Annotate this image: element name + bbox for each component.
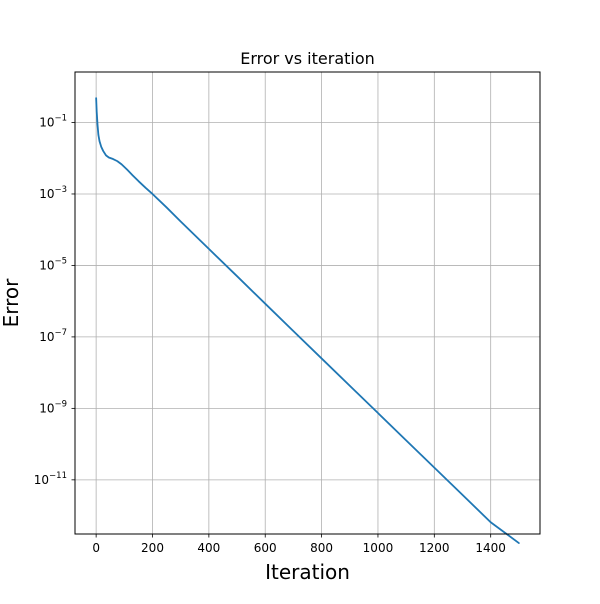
y-tick-exponent: −7 xyxy=(54,328,67,338)
plot-frame xyxy=(74,71,541,535)
x-tick-label: 0 xyxy=(92,541,100,555)
y-tick-mantissa: 10 xyxy=(34,473,49,487)
x-tick-label: 1000 xyxy=(363,541,394,555)
y-tick-exponent: −5 xyxy=(54,256,67,266)
x-axis-label: Iteration xyxy=(265,560,350,584)
y-tick-label: 10−9 xyxy=(39,399,67,415)
y-tick-mantissa: 10 xyxy=(39,258,54,272)
y-tick-label: 10−7 xyxy=(39,328,67,344)
y-tick-label: 10−3 xyxy=(39,185,67,201)
y-tick-mantissa: 10 xyxy=(39,187,54,201)
tick-layer: 0 200 400 600 800 1000 1200 140010−1110−910−710… xyxy=(34,114,506,555)
x-tick-label: 400 xyxy=(197,541,220,555)
y-tick-label: 10−5 xyxy=(39,256,67,272)
y-tick-mantissa: 10 xyxy=(39,401,54,415)
y-tick-label: 10−11 xyxy=(34,471,67,487)
y-tick-label: 10−1 xyxy=(39,114,67,130)
y-axis-label: Error xyxy=(0,278,23,328)
x-tick-label: 800 xyxy=(310,541,333,555)
y-tick-exponent: −11 xyxy=(49,471,67,481)
y-tick-exponent: −9 xyxy=(54,399,67,409)
x-tick-label: 600 xyxy=(254,541,277,555)
y-tick-mantissa: 10 xyxy=(39,330,54,344)
plot-area xyxy=(75,72,540,534)
series-line xyxy=(95,97,520,544)
grid-lines xyxy=(75,72,540,534)
x-tick-label: 1200 xyxy=(419,541,450,555)
chart-title: Error vs iteration xyxy=(240,49,375,68)
y-tick-exponent: −1 xyxy=(54,114,67,124)
y-tick-exponent: −3 xyxy=(54,185,67,195)
x-tick-label: 1400 xyxy=(475,541,506,555)
y-tick-mantissa: 10 xyxy=(39,116,54,130)
x-tick-label: 200 xyxy=(141,541,164,555)
series-layer xyxy=(95,97,520,544)
